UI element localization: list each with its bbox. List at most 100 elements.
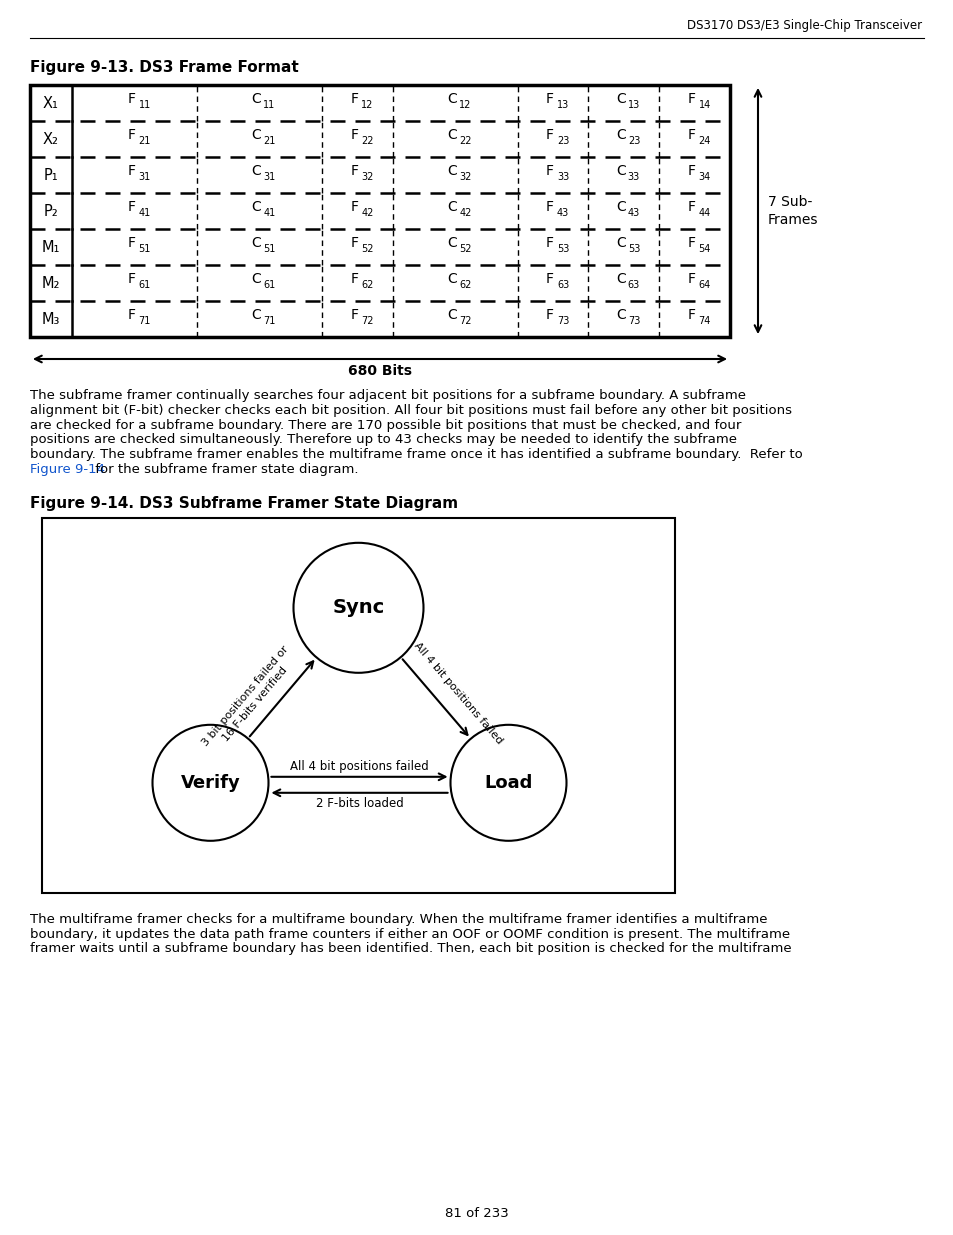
Text: C: C	[616, 272, 625, 287]
Text: 23: 23	[627, 136, 639, 146]
Text: 72: 72	[458, 316, 471, 326]
Text: framer waits until a subframe boundary has been identified. Then, each bit posit: framer waits until a subframe boundary h…	[30, 942, 791, 956]
Text: F: F	[350, 200, 358, 214]
Text: 43: 43	[627, 207, 639, 219]
Text: 34: 34	[698, 172, 710, 182]
Text: 11: 11	[263, 100, 275, 110]
Text: F: F	[545, 236, 554, 249]
Text: 62: 62	[361, 280, 374, 290]
Text: C: C	[447, 128, 456, 142]
Text: 24: 24	[698, 136, 710, 146]
Text: F: F	[350, 91, 358, 106]
Text: 12: 12	[458, 100, 471, 110]
Text: 21: 21	[263, 136, 275, 146]
Text: F: F	[128, 91, 135, 106]
Text: 13: 13	[557, 100, 569, 110]
Text: F: F	[687, 308, 695, 322]
Text: Verify: Verify	[180, 774, 240, 792]
Text: 31: 31	[263, 172, 275, 182]
Text: All 4 bit positions failed: All 4 bit positions failed	[411, 640, 503, 746]
Text: C: C	[252, 200, 261, 214]
Text: positions are checked simultaneously. Therefore up to 43 checks may be needed to: positions are checked simultaneously. Th…	[30, 433, 737, 446]
Text: 32: 32	[361, 172, 374, 182]
Text: 41: 41	[263, 207, 275, 219]
Text: C: C	[616, 91, 625, 106]
Text: F: F	[128, 164, 135, 178]
Text: 81 of 233: 81 of 233	[445, 1207, 508, 1220]
Text: DS3170 DS3/E3 Single-Chip Transceiver: DS3170 DS3/E3 Single-Chip Transceiver	[686, 19, 921, 32]
Text: The subframe framer continually searches four adjacent bit positions for a subfr: The subframe framer continually searches…	[30, 389, 745, 403]
Text: C: C	[252, 91, 261, 106]
Text: F: F	[687, 272, 695, 287]
Text: 31: 31	[138, 172, 151, 182]
Text: 41: 41	[138, 207, 151, 219]
Text: F: F	[687, 200, 695, 214]
Text: C: C	[447, 91, 456, 106]
Bar	[30, 85, 729, 337]
Text: M₃: M₃	[42, 311, 60, 326]
Text: F: F	[350, 236, 358, 249]
Text: C: C	[447, 308, 456, 322]
Text: 33: 33	[627, 172, 639, 182]
Text: 71: 71	[263, 316, 275, 326]
Text: 51: 51	[138, 245, 151, 254]
Text: 63: 63	[627, 280, 639, 290]
Text: C: C	[252, 308, 261, 322]
Text: C: C	[616, 236, 625, 249]
Text: alignment bit (F-bit) checker checks each bit position. All four bit positions m: alignment bit (F-bit) checker checks eac…	[30, 404, 791, 416]
Text: F: F	[687, 164, 695, 178]
Text: 54: 54	[698, 245, 710, 254]
Text: 42: 42	[458, 207, 471, 219]
Text: M₂: M₂	[42, 275, 60, 290]
Text: 13: 13	[627, 100, 639, 110]
Text: 73: 73	[557, 316, 569, 326]
Text: 33: 33	[557, 172, 569, 182]
Text: C: C	[252, 164, 261, 178]
Text: C: C	[252, 236, 261, 249]
Text: 61: 61	[138, 280, 151, 290]
Text: Figure 9-14: Figure 9-14	[30, 463, 105, 475]
Text: 3 bit positions failed or
16 F-bits verified: 3 bit positions failed or 16 F-bits veri…	[200, 645, 299, 756]
Text: C: C	[447, 272, 456, 287]
Text: Sync: Sync	[332, 598, 384, 618]
Text: C: C	[447, 200, 456, 214]
Text: F: F	[128, 200, 135, 214]
Text: F: F	[350, 308, 358, 322]
Text: 11: 11	[138, 100, 151, 110]
Text: 53: 53	[627, 245, 639, 254]
Text: C: C	[447, 164, 456, 178]
Text: 14: 14	[698, 100, 710, 110]
Text: Figure 9-14. DS3 Subframe Framer State Diagram: Figure 9-14. DS3 Subframe Framer State D…	[30, 495, 457, 511]
Text: F: F	[350, 164, 358, 178]
Text: C: C	[616, 128, 625, 142]
Text: 23: 23	[557, 136, 569, 146]
Text: F: F	[128, 128, 135, 142]
Text: 43: 43	[557, 207, 569, 219]
Text: F: F	[545, 272, 554, 287]
Text: C: C	[616, 308, 625, 322]
Text: The multiframe framer checks for a multiframe boundary. When the multiframe fram: The multiframe framer checks for a multi…	[30, 913, 767, 926]
Text: 12: 12	[361, 100, 374, 110]
Text: 61: 61	[263, 280, 275, 290]
Text: C: C	[447, 236, 456, 249]
Text: F: F	[545, 128, 554, 142]
Text: F: F	[687, 128, 695, 142]
Text: F: F	[687, 236, 695, 249]
Bar	[42, 517, 675, 893]
Text: 52: 52	[458, 245, 471, 254]
Text: 53: 53	[557, 245, 569, 254]
Text: 21: 21	[138, 136, 151, 146]
Text: C: C	[616, 164, 625, 178]
Text: 7 Sub-
Frames: 7 Sub- Frames	[767, 195, 818, 227]
Text: 680 Bits: 680 Bits	[348, 364, 412, 378]
Text: F: F	[350, 128, 358, 142]
Text: F: F	[687, 91, 695, 106]
Text: M₁: M₁	[42, 240, 60, 254]
Text: C: C	[252, 272, 261, 287]
Text: Load: Load	[484, 774, 532, 792]
Text: 73: 73	[627, 316, 639, 326]
Text: 22: 22	[361, 136, 374, 146]
Text: 63: 63	[557, 280, 569, 290]
Text: P₁: P₁	[44, 168, 58, 183]
Text: 62: 62	[458, 280, 471, 290]
